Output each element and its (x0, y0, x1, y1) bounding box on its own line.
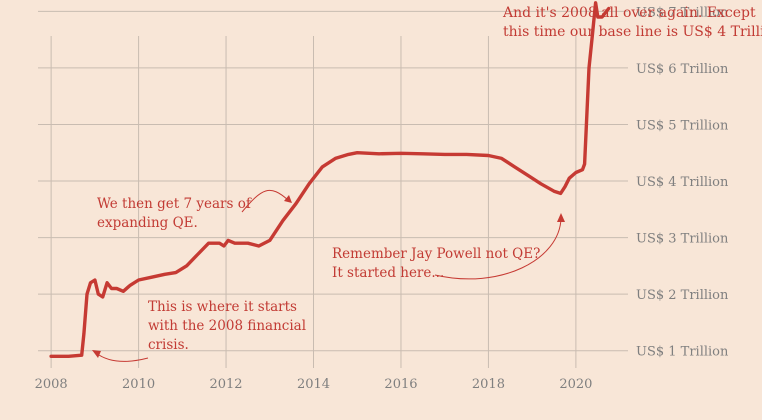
arrowhead-start (92, 350, 101, 358)
y-tick-label: US$ 5 Trillion (636, 118, 729, 133)
annotation-qe-line-2: expanding QE. (97, 215, 198, 231)
annotation-top-line-1: And it's 2008 all over again. Except (502, 5, 756, 21)
y-tick-label: US$ 7 Trillion (636, 5, 729, 20)
arrow-powell (434, 217, 562, 280)
y-tick-label: US$ 3 Trillion (636, 232, 729, 247)
annotation-qe-line-1: We then get 7 years of (97, 196, 252, 212)
y-tick-label: US$ 4 Trillion (636, 175, 729, 190)
annotation-arrows (92, 190, 565, 362)
arrowhead-qe (284, 195, 292, 203)
annotation-start-line-3: crisis. (148, 337, 189, 353)
axis-ticks: 2008 2010 2012 2014 2016 2018 2020 US$ 1 Trilli… (35, 5, 729, 392)
y-tick-label: US$ 6 Trillion (636, 62, 729, 77)
y-tick-label: US$ 2 Trillion (636, 288, 729, 303)
x-tick-label: 2008 (35, 377, 68, 392)
y-tick-label: US$ 1 Trillion (636, 345, 729, 360)
series-layer (49, 1, 611, 358)
annotation-powell-line-1: Remember Jay Powell not QE? (332, 246, 540, 262)
x-tick-label: 2018 (472, 377, 505, 392)
annotation-start-line-1: This is where it starts (148, 299, 297, 315)
arrow-start (95, 352, 149, 362)
arrow-qe (241, 190, 289, 213)
x-tick-label: 2010 (122, 377, 155, 392)
annotations: And it's 2008 all over again. Except thi… (97, 5, 762, 353)
annotation-top-line-2: this time our base line is US$ 4 Trillio… (503, 24, 762, 40)
arrowhead-powell (557, 213, 565, 222)
x-tick-label: 2020 (559, 377, 592, 392)
x-tick-label: 2014 (297, 377, 330, 392)
series-line-balance-sheet (49, 1, 611, 358)
annotation-start-line-2: with the 2008 financial (148, 318, 306, 334)
x-tick-label: 2016 (384, 377, 417, 392)
grid (38, 10, 628, 368)
annotation-powell-line-2: It started here... (332, 265, 444, 281)
x-tick-label: 2012 (209, 377, 242, 392)
